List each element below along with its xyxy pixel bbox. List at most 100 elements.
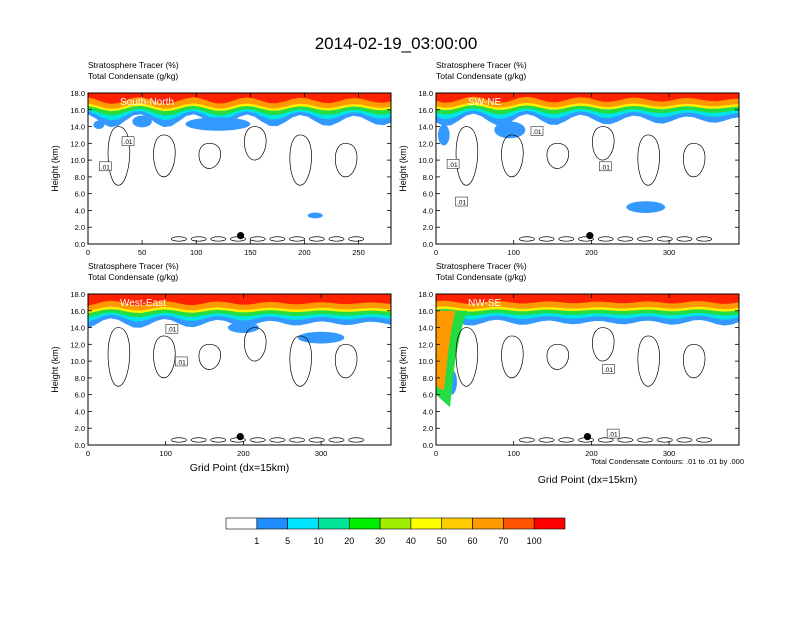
contour-label-1: .01 bbox=[174, 356, 188, 367]
location-marker bbox=[236, 232, 245, 240]
colorbar: 1 5 10 20 30 40 50 60 70 100 bbox=[225, 517, 566, 546]
y-tick-label: 16.0 bbox=[70, 307, 85, 316]
contour-low-9 bbox=[348, 236, 365, 242]
panel-title-tracer: Stratosphere Tracer (%) bbox=[436, 261, 527, 271]
y-tick-label: 4.0 bbox=[75, 206, 85, 215]
contour-label-box bbox=[99, 161, 112, 172]
colorbar-swatch-5 bbox=[379, 517, 412, 530]
y-tick-label: 6.0 bbox=[75, 190, 85, 199]
x-tick-label: 200 bbox=[298, 248, 311, 257]
contour-low-6 bbox=[289, 236, 305, 242]
y-tick-label: 8.0 bbox=[423, 173, 433, 182]
y-tick-label: 8.0 bbox=[423, 374, 433, 383]
contour-low-4 bbox=[597, 236, 614, 242]
tracer-blob-0 bbox=[297, 331, 345, 344]
contour-low-6 bbox=[637, 437, 653, 443]
panel-title-condensate: Total Condensate (g/kg) bbox=[88, 71, 178, 81]
contour-label-box bbox=[174, 356, 188, 367]
panel-south-north: .01 .01 South-North Stratosphere Tracer (%)… bbox=[50, 60, 392, 257]
x-tick-label: 300 bbox=[663, 248, 676, 257]
contour-loop-3 bbox=[244, 126, 267, 161]
y-axis-label: Height (km) bbox=[398, 145, 408, 192]
contour-low-0 bbox=[518, 236, 535, 242]
y-tick-label: 18.0 bbox=[70, 89, 85, 98]
y-tick-label: 2.0 bbox=[423, 424, 433, 433]
colorbar-label-5: 40 bbox=[406, 536, 416, 546]
x-tick-label: 300 bbox=[663, 449, 676, 458]
y-tick-label: 18.0 bbox=[418, 290, 433, 299]
contour-label-box bbox=[599, 161, 612, 172]
y-tick-label: 14.0 bbox=[418, 324, 433, 333]
contour-loop-2 bbox=[198, 343, 221, 370]
contour-label-0: .01 bbox=[530, 126, 544, 136]
tracer-blob-1 bbox=[227, 322, 259, 334]
location-marker bbox=[586, 232, 594, 240]
location-marker bbox=[236, 433, 244, 441]
y-axis-label: Height (km) bbox=[50, 145, 60, 192]
contour-loop-3 bbox=[592, 126, 615, 161]
contour-low-6 bbox=[289, 437, 305, 443]
condensate-contours bbox=[455, 327, 713, 443]
y-tick-label: 8.0 bbox=[75, 173, 85, 182]
y-tick-label: 18.0 bbox=[418, 89, 433, 98]
y-tick-label: 12.0 bbox=[418, 139, 433, 148]
colorbar-swatch-8 bbox=[472, 517, 504, 530]
contour-label-box bbox=[606, 428, 620, 439]
y-tick-label: 10.0 bbox=[418, 357, 433, 366]
contour-low-8 bbox=[328, 236, 345, 242]
x-tick-label: 0 bbox=[434, 449, 438, 458]
panel-title-tracer: Stratosphere Tracer (%) bbox=[88, 261, 179, 271]
y-tick-label: 8.0 bbox=[75, 374, 85, 383]
y-tick-label: 16.0 bbox=[418, 106, 433, 115]
tracer-blob-2 bbox=[93, 120, 105, 130]
contour-low-4 bbox=[249, 236, 266, 242]
tracer-band-red bbox=[436, 93, 739, 103]
y-tick-label: 18.0 bbox=[70, 290, 85, 299]
condensate-contours bbox=[107, 327, 365, 443]
y-tick-label: 12.0 bbox=[418, 340, 433, 349]
x-tick-label: 250 bbox=[352, 248, 365, 257]
x-tick-label: 0 bbox=[86, 449, 90, 458]
x-tick-label: 300 bbox=[315, 449, 328, 458]
x-tick-label: 100 bbox=[190, 248, 203, 257]
tracer-band-red bbox=[88, 93, 391, 104]
y-tick-label: 0.0 bbox=[75, 441, 85, 450]
contour-low-1 bbox=[190, 437, 207, 443]
colorbar-swatch-1 bbox=[256, 517, 288, 530]
plot-frame bbox=[435, 293, 740, 446]
contour-label-1: .01 bbox=[99, 161, 112, 172]
y-tick-label: 14.0 bbox=[418, 123, 433, 132]
contour-low-9 bbox=[348, 437, 365, 443]
colorbar-swatch-2 bbox=[287, 517, 319, 530]
y-axis-label: Height (km) bbox=[398, 346, 408, 393]
plot-frame bbox=[87, 293, 392, 446]
contour-low-5 bbox=[617, 437, 634, 443]
tracer-blob-1 bbox=[626, 201, 666, 213]
y-tick-label: 2.0 bbox=[423, 223, 433, 232]
contour-low-9 bbox=[696, 236, 713, 242]
colorbar-swatch-10 bbox=[533, 517, 566, 530]
x-tick-label: 200 bbox=[585, 248, 598, 257]
tracer-blob-3 bbox=[307, 212, 323, 219]
contour-low-2 bbox=[558, 437, 575, 443]
y-tick-label: 10.0 bbox=[70, 357, 85, 366]
contour-label-text: .01 bbox=[457, 200, 466, 207]
plot-area: .01 .01 bbox=[88, 93, 391, 244]
x-axis-label: Grid Point (dx=15km) bbox=[190, 462, 290, 474]
contour-low-1 bbox=[190, 236, 207, 242]
contour-label-text: .01 bbox=[532, 129, 541, 136]
plot-area: .01 .01 .01 .01 bbox=[436, 93, 739, 244]
contour-label-box bbox=[121, 136, 135, 146]
panel-name: West-East bbox=[120, 298, 166, 309]
x-tick-label: 100 bbox=[159, 449, 172, 458]
contour-loop-5 bbox=[334, 343, 358, 379]
y-tick-label: 0.0 bbox=[75, 240, 85, 249]
plot-frame bbox=[87, 92, 392, 245]
contour-low-4 bbox=[597, 437, 614, 443]
y-tick-label: 4.0 bbox=[423, 407, 433, 416]
contour-label-2: .01 bbox=[455, 196, 468, 207]
colorbar-label-6: 50 bbox=[437, 536, 447, 546]
contour-loop-4 bbox=[637, 134, 660, 186]
colorbar-swatch-3 bbox=[318, 517, 350, 530]
contour-low-7 bbox=[308, 437, 325, 443]
